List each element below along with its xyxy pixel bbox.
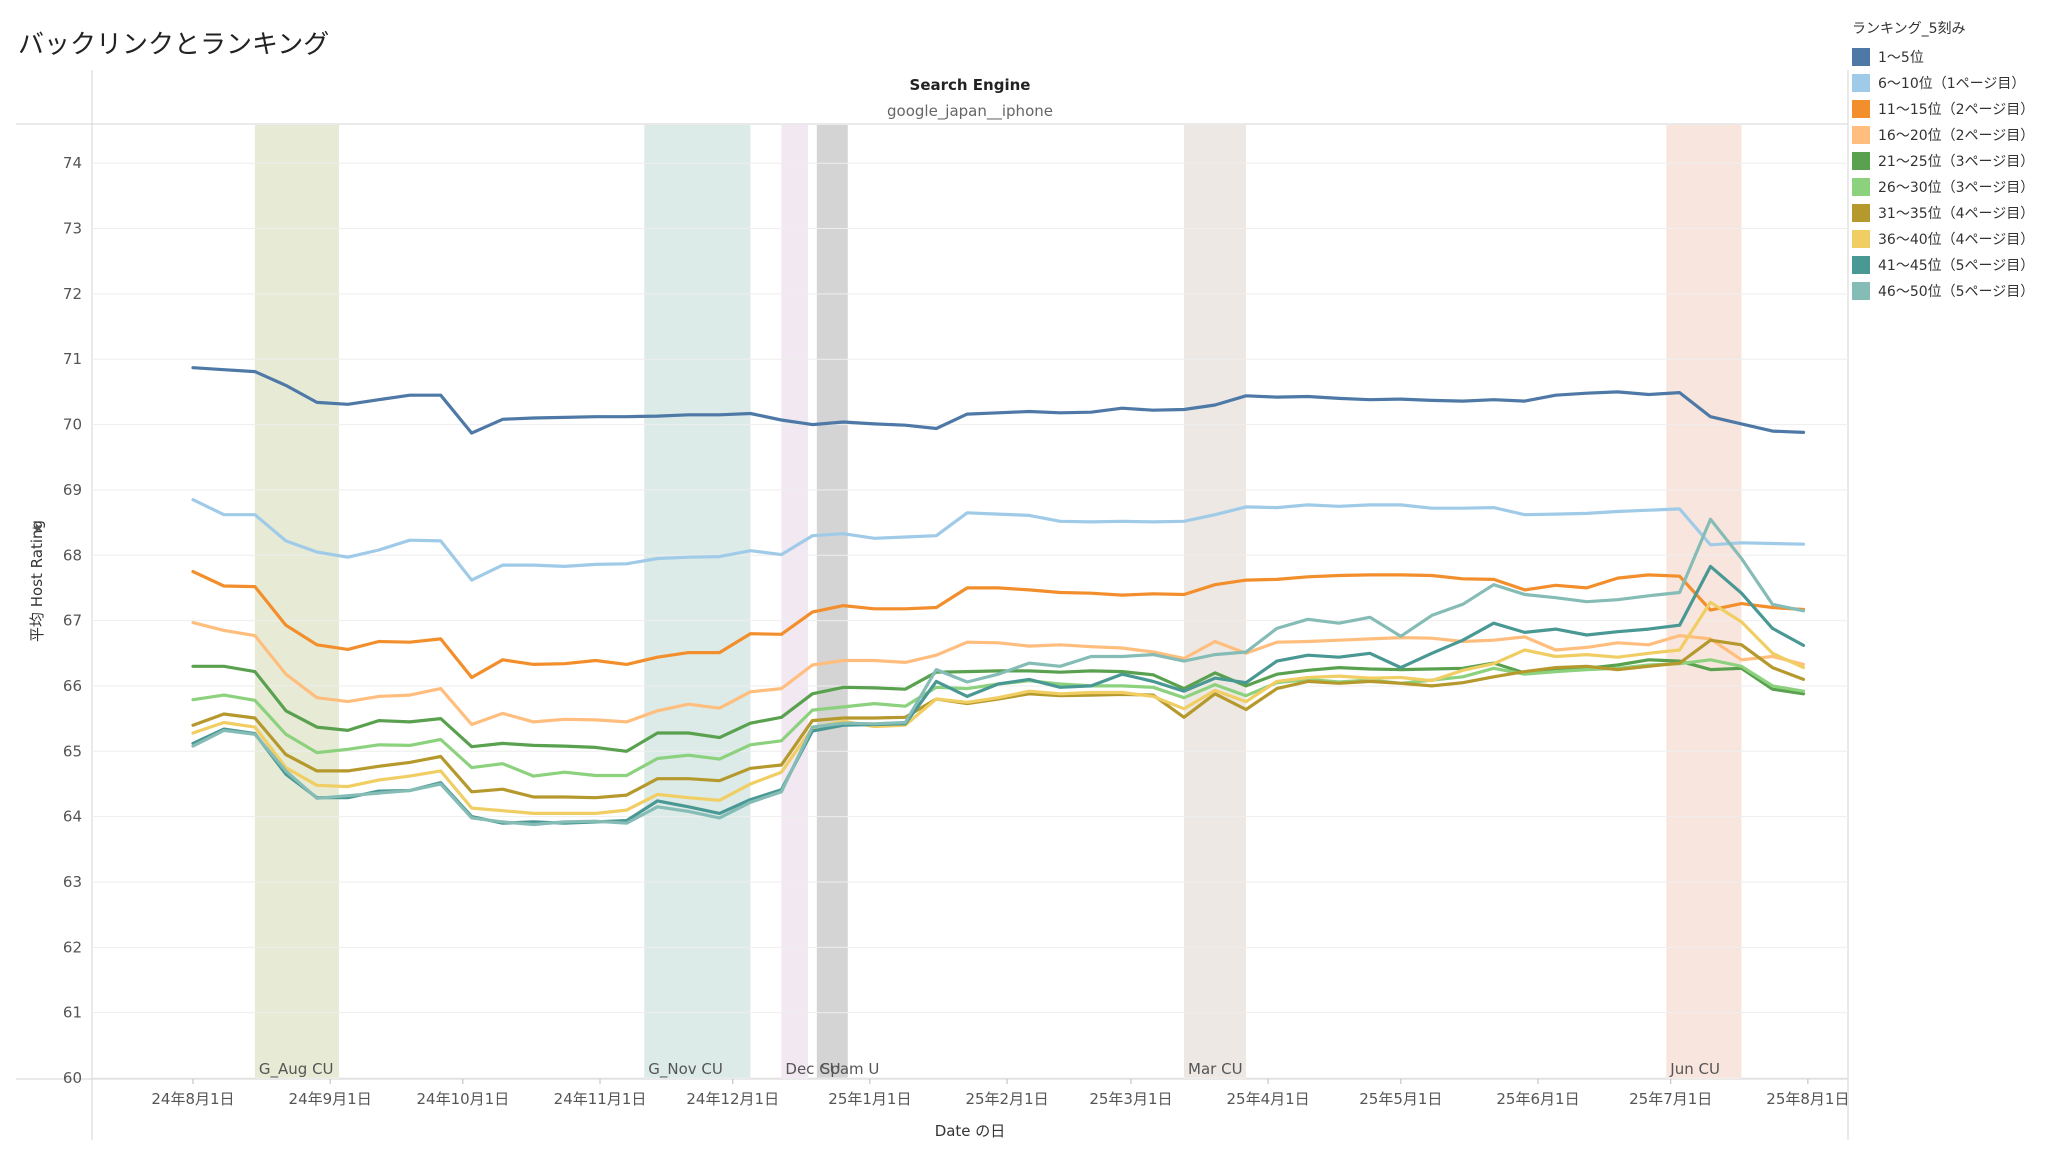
y-tick-label: 65 bbox=[63, 742, 82, 760]
y-tick-label: 71 bbox=[63, 350, 82, 368]
x-tick-label: 25年6月1日 bbox=[1496, 1090, 1579, 1108]
page-title: バックリンクとランキング bbox=[18, 30, 330, 60]
x-tick-label: 25年8月1日 bbox=[1766, 1090, 1849, 1108]
y-tick-label: 64 bbox=[63, 808, 82, 826]
y-tick-label: 60 bbox=[63, 1069, 82, 1087]
legend-item[interactable]: 11〜15位（2ページ目） bbox=[1852, 96, 2034, 122]
update-band-label: G_Nov CU bbox=[648, 1060, 723, 1079]
update-band-label: Jun CU bbox=[1669, 1060, 1720, 1078]
legend-swatch bbox=[1852, 48, 1870, 66]
y-tick-label: 73 bbox=[63, 220, 82, 238]
legend-label: 6〜10位（1ページ目） bbox=[1878, 76, 2026, 92]
legend-label: 31〜35位（4ページ目） bbox=[1878, 206, 2035, 222]
legend-item[interactable]: 31〜35位（4ページ目） bbox=[1852, 200, 2034, 226]
y-axis-label: 平均 Host Rating bbox=[28, 520, 46, 642]
legend-swatch bbox=[1852, 152, 1870, 170]
legend-swatch bbox=[1852, 230, 1870, 248]
legend-swatch bbox=[1852, 282, 1870, 300]
legend-swatch bbox=[1852, 204, 1870, 222]
update-band-label: Mar CU bbox=[1188, 1060, 1243, 1078]
legend-label: 26〜30位（3ページ目） bbox=[1878, 180, 2035, 196]
update-band bbox=[1184, 125, 1246, 1079]
x-axis-label: Date の日 bbox=[935, 1122, 1006, 1140]
update-band-label: Spam U bbox=[821, 1060, 880, 1078]
y-tick-label: 63 bbox=[63, 873, 82, 891]
y-tick-label: 72 bbox=[63, 285, 82, 303]
legend-swatch bbox=[1852, 100, 1870, 118]
y-tick-label: 67 bbox=[63, 612, 82, 630]
legend-label: 36〜40位（4ページ目） bbox=[1878, 232, 2035, 248]
y-tick-label: 69 bbox=[63, 481, 82, 499]
x-tick-label: 25年1月1日 bbox=[828, 1090, 911, 1108]
update-band bbox=[816, 125, 848, 1079]
series-line-1 bbox=[191, 366, 1806, 435]
pin-icon: ★ bbox=[30, 522, 46, 535]
legend-item[interactable]: 16〜20位（2ページ目） bbox=[1852, 122, 2034, 148]
y-tick-label: 66 bbox=[63, 677, 82, 695]
legend: ランキング_5刻み 1〜5位 6〜10位（1ページ目） 11〜15位（2ページ目） 1… bbox=[1852, 18, 2034, 304]
chart-header: Search Engine bbox=[910, 76, 1031, 94]
x-tick-label: 24年8月1日 bbox=[151, 1090, 234, 1108]
legend-item[interactable]: 1〜5位 bbox=[1852, 44, 2034, 70]
series-line-4 bbox=[191, 620, 1806, 727]
legend-item[interactable]: 41〜45位（5ページ目） bbox=[1852, 252, 2034, 278]
legend-swatch bbox=[1852, 256, 1870, 274]
y-tick-label: 61 bbox=[63, 1004, 82, 1022]
x-tick-label: 25年7月1日 bbox=[1629, 1090, 1712, 1108]
legend-label: 41〜45位（5ページ目） bbox=[1878, 258, 2035, 274]
x-tick-label: 25年4月1日 bbox=[1227, 1090, 1310, 1108]
y-tick-label: 62 bbox=[63, 938, 82, 956]
series-line-10 bbox=[191, 517, 1806, 827]
chart-subheader: google_japan__iphone bbox=[887, 102, 1053, 121]
legend-label: 16〜20位（2ページ目） bbox=[1878, 128, 2035, 144]
legend-item[interactable]: 46〜50位（5ページ目） bbox=[1852, 278, 2034, 304]
legend-label: 11〜15位（2ページ目） bbox=[1878, 102, 2035, 118]
x-tick-label: 24年10月1日 bbox=[417, 1090, 510, 1108]
legend-item[interactable]: 6〜10位（1ページ目） bbox=[1852, 70, 2034, 96]
x-tick-label: 24年9月1日 bbox=[289, 1090, 372, 1108]
update-band-label: G_Aug CU bbox=[259, 1060, 334, 1079]
legend-swatch bbox=[1852, 178, 1870, 196]
update-band-label: Dec CU bbox=[785, 1060, 840, 1078]
x-tick-label: 25年3月1日 bbox=[1089, 1090, 1172, 1108]
series-line-2 bbox=[191, 498, 1806, 582]
legend-label: 1〜5位 bbox=[1878, 50, 1924, 66]
y-tick-label: 74 bbox=[63, 154, 82, 172]
legend-label: 46〜50位（5ページ目） bbox=[1878, 284, 2035, 300]
legend-title: ランキング_5刻み bbox=[1852, 21, 1966, 37]
legend-swatch bbox=[1852, 126, 1870, 144]
legend-item[interactable]: 26〜30位（3ページ目） bbox=[1852, 174, 2034, 200]
x-tick-label: 25年2月1日 bbox=[965, 1090, 1048, 1108]
series-line-3 bbox=[191, 569, 1806, 680]
update-band bbox=[781, 125, 808, 1079]
series-line-8 bbox=[191, 600, 1806, 816]
y-tick-label: 68 bbox=[63, 546, 82, 564]
y-tick-label: 70 bbox=[63, 416, 82, 434]
x-tick-label: 24年11月1日 bbox=[554, 1090, 647, 1108]
legend-swatch bbox=[1852, 74, 1870, 92]
legend-item[interactable]: 21〜25位（3ページ目） bbox=[1852, 148, 2034, 174]
legend-label: 21〜25位（3ページ目） bbox=[1878, 154, 2035, 170]
update-band bbox=[644, 125, 751, 1079]
x-tick-label: 25年5月1日 bbox=[1359, 1090, 1442, 1108]
legend-item[interactable]: 36〜40位（4ページ目） bbox=[1852, 226, 2034, 252]
x-tick-label: 24年12月1日 bbox=[686, 1090, 779, 1108]
